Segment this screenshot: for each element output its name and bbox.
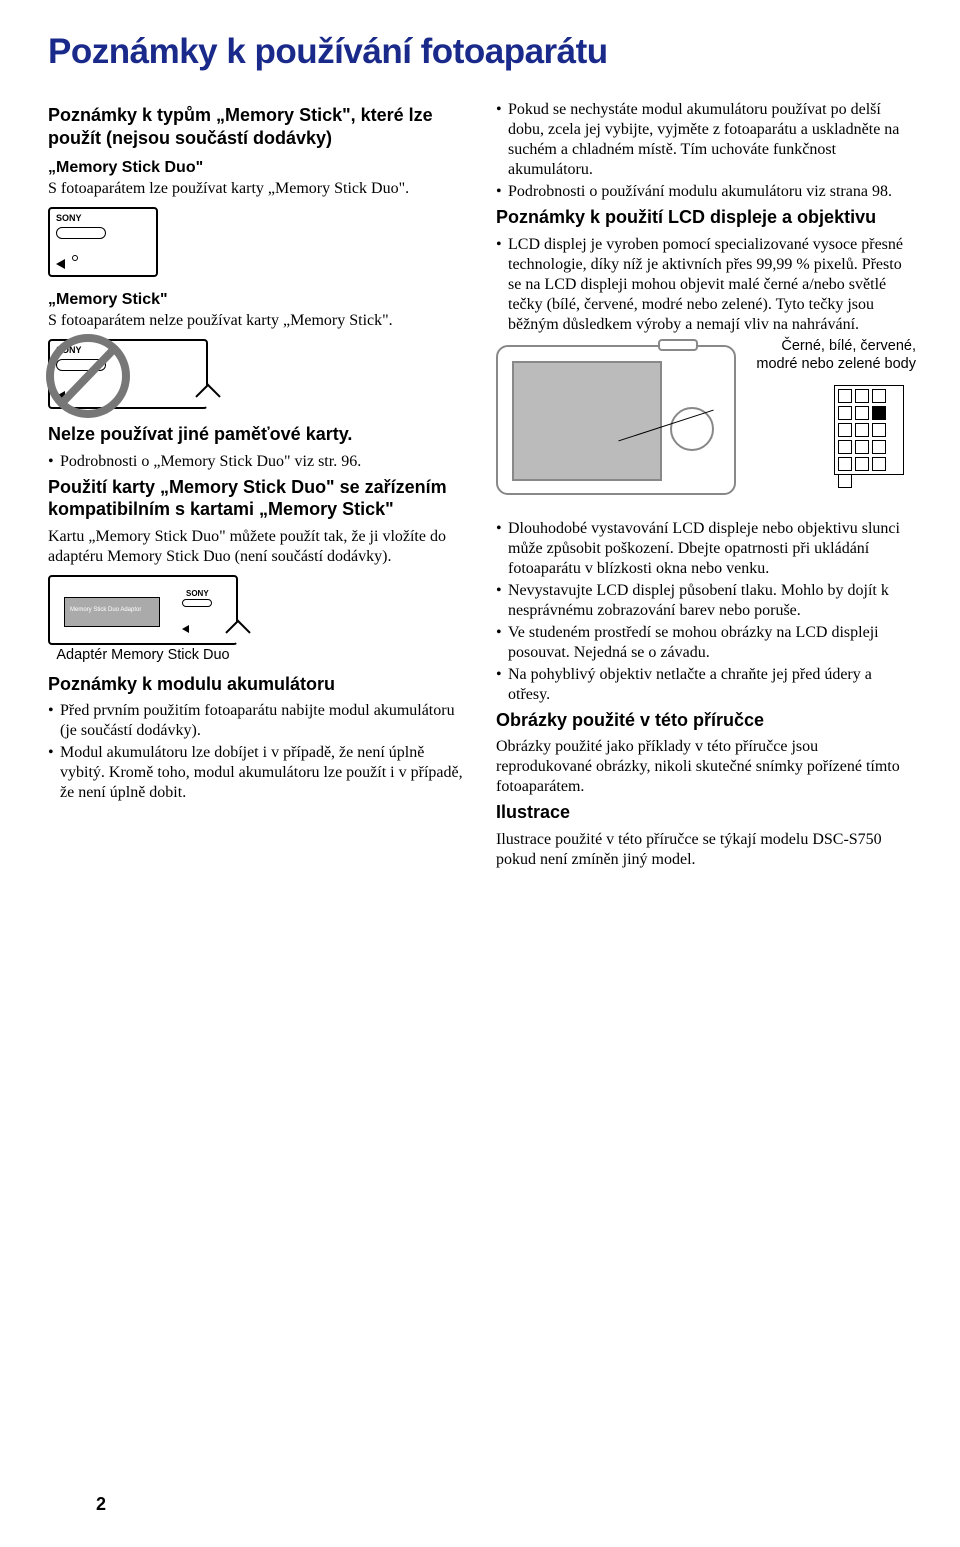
list-item: Pokud se nechystáte modul akumulátoru po… [496,100,912,180]
camera-illustration: Černé, bílé, červené, modré nebo zelené … [496,345,912,515]
list-item: Nevystavujte LCD displej působení tlaku.… [496,581,912,621]
heading-msduo-adapter: Použití karty „Memory Stick Duo" se zaří… [48,476,464,521]
page-title: Poznámky k používání fotoaparátu [48,32,912,72]
two-column-layout: Poznámky k typům „Memory Stick", které l… [48,100,912,870]
list-item: Modul akumulátoru lze dobíjet i v případ… [48,743,464,803]
list-item: Ve studeném prostředí se mohou obrázky n… [496,623,912,663]
text-msduo-compatible: S fotoaparátem lze používat karty „Memor… [48,179,464,199]
list-item: Dlouhodobé vystavování LCD displeje nebo… [496,519,912,579]
adapter-icon: Memory Stick Duo Adaptor SONY [48,575,238,645]
right-column: Pokud se nechystáte modul akumulátoru po… [496,100,912,870]
pixel-callout-icon [834,385,904,475]
page-number: 2 [96,1494,106,1515]
left-column: Poznámky k typům „Memory Stick", které l… [48,100,464,870]
list-item: Podrobnosti o používání modulu akumuláto… [496,182,912,202]
adapter-caption: Adaptér Memory Stick Duo [48,647,238,663]
memory-stick-prohibited-icon: SONY [48,339,208,409]
pixel-callout-label: Černé, bílé, červené, modré nebo zelené … [746,337,916,373]
sony-label: SONY [186,589,209,598]
heading-lcd-notes: Poznámky k použití LCD displeje a objekt… [496,206,912,229]
adapter-inner-label: Memory Stick Duo Adaptor [70,607,141,613]
heading-no-other-cards: Nelze používat jiné paměťové karty. [48,423,464,446]
list-item: Podrobnosti o „Memory Stick Duo" viz str… [48,452,464,472]
text-ms-incompatible: S fotoaparátem nelze používat karty „Mem… [48,311,464,331]
heading-images-used: Obrázky použité v této příručce [496,709,912,732]
heading-memory-stick: „Memory Stick" [48,291,464,309]
heading-memory-stick-duo: „Memory Stick Duo" [48,159,464,177]
camera-body-icon [496,345,736,495]
sony-label: SONY [56,213,82,223]
heading-illustrations: Ilustrace [496,801,912,824]
list-item: Před prvním použitím fotoaparátu nabijte… [48,701,464,741]
list-item: LCD displej je vyroben pomocí specializo… [496,235,912,335]
heading-battery-notes: Poznámky k modulu akumulátoru [48,673,464,696]
text-adapter-usage: Kartu „Memory Stick Duo" můžete použít t… [48,527,464,567]
sony-label: SONY [56,345,82,355]
text-images-used: Obrázky použité jako příklady v této pří… [496,737,912,797]
text-illustrations: Ilustrace použité v této příručce se týk… [496,830,912,870]
memory-stick-duo-icon: SONY [48,207,158,277]
heading-memory-stick-types: Poznámky k typům „Memory Stick", které l… [48,104,464,149]
list-item: Na pohyblivý objektiv netlačte a chraňte… [496,665,912,705]
